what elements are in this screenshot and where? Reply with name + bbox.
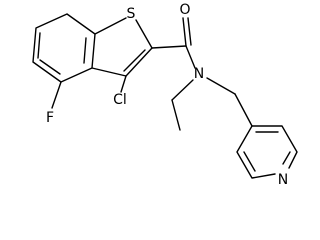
bond (182, 17, 187, 47)
atom-label: Cl (113, 92, 127, 108)
molecule-diagram: S O N Cl F N (32, 2, 298, 188)
bond (234, 93, 253, 127)
atom-label: N (278, 172, 288, 188)
double-bond (39, 59, 61, 75)
double-bond (37, 32, 41, 59)
double-bond (123, 49, 146, 72)
bond (206, 77, 236, 95)
bond (151, 45, 187, 49)
bond (125, 47, 153, 77)
atom-label: O (179, 2, 190, 18)
bond (171, 99, 181, 131)
double-bond (282, 151, 291, 165)
atom-label: S (127, 6, 136, 22)
bond (135, 19, 153, 49)
double-bond (187, 17, 192, 46)
bond (120, 75, 127, 93)
double-bond (243, 151, 256, 172)
atom-labels: S O N Cl F N (46, 2, 288, 188)
bonds (32, 13, 298, 179)
bond (94, 17, 127, 35)
double-bond (83, 37, 87, 64)
atom-label: F (46, 110, 54, 126)
bond (185, 45, 196, 69)
bond (51, 81, 62, 109)
pyridine-ring (236, 125, 298, 179)
atom-label: N (194, 66, 204, 82)
bond (91, 67, 127, 77)
bond (171, 79, 194, 101)
